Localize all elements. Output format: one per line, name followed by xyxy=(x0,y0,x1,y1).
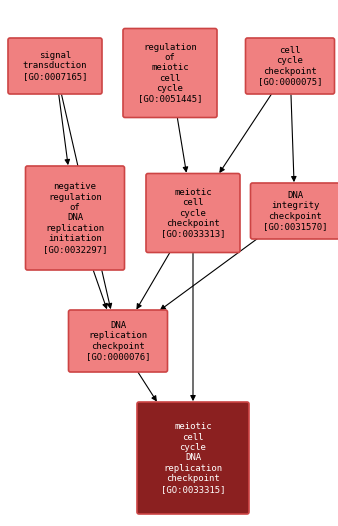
FancyBboxPatch shape xyxy=(137,402,249,514)
Text: signal
transduction
[GO:0007165]: signal transduction [GO:0007165] xyxy=(23,51,87,81)
Text: meiotic
cell
cycle
DNA
replication
checkpoint
[GO:0033315]: meiotic cell cycle DNA replication check… xyxy=(161,422,225,494)
FancyBboxPatch shape xyxy=(8,38,102,94)
Text: DNA
replication
checkpoint
[GO:0000076]: DNA replication checkpoint [GO:0000076] xyxy=(86,321,150,361)
Text: meiotic
cell
cycle
checkpoint
[GO:0033313]: meiotic cell cycle checkpoint [GO:003331… xyxy=(161,188,225,238)
FancyBboxPatch shape xyxy=(69,310,168,372)
Text: cell
cycle
checkpoint
[GO:0000075]: cell cycle checkpoint [GO:0000075] xyxy=(258,46,322,86)
Text: regulation
of
meiotic
cell
cycle
[GO:0051445]: regulation of meiotic cell cycle [GO:005… xyxy=(138,43,202,104)
FancyBboxPatch shape xyxy=(245,38,335,94)
FancyBboxPatch shape xyxy=(146,174,240,252)
FancyBboxPatch shape xyxy=(123,28,217,117)
Text: DNA
integrity
checkpoint
[GO:0031570]: DNA integrity checkpoint [GO:0031570] xyxy=(263,191,327,231)
FancyBboxPatch shape xyxy=(25,166,124,270)
Text: negative
regulation
of
DNA
replication
initiation
[GO:0032297]: negative regulation of DNA replication i… xyxy=(43,183,107,254)
FancyBboxPatch shape xyxy=(250,183,338,239)
